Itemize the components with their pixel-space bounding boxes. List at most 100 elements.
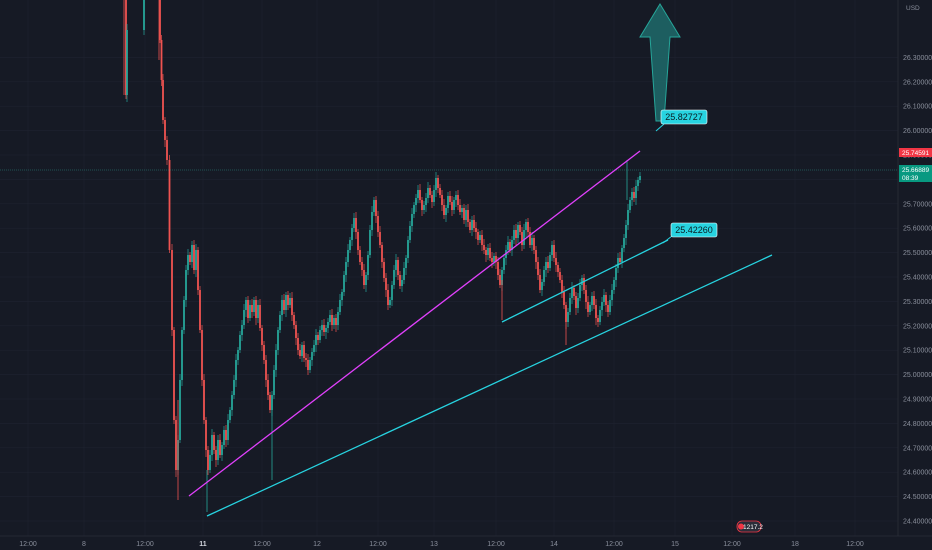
candle-body bbox=[639, 176, 641, 180]
candle-body bbox=[211, 435, 213, 455]
candle-body bbox=[375, 200, 377, 216]
candle-body bbox=[297, 338, 299, 350]
up-arrow-icon[interactable] bbox=[639, 3, 681, 122]
candle-body bbox=[583, 278, 585, 290]
candle-body bbox=[315, 335, 317, 345]
candle-body bbox=[351, 228, 353, 240]
candle-body bbox=[497, 262, 499, 275]
candle-body bbox=[485, 250, 487, 255]
candle-body bbox=[341, 292, 343, 300]
candle-body bbox=[193, 245, 195, 270]
x-tick-label: 18 bbox=[791, 541, 799, 548]
candle-body bbox=[399, 275, 401, 286]
candle-body bbox=[513, 230, 515, 240]
candle-body bbox=[183, 300, 185, 330]
candle-body bbox=[611, 290, 613, 300]
candle-body bbox=[321, 325, 323, 330]
candle-body bbox=[229, 410, 231, 420]
candle-body bbox=[421, 200, 423, 210]
candle-body bbox=[457, 195, 459, 205]
candle-body bbox=[445, 208, 447, 215]
candle-body bbox=[459, 205, 461, 212]
candle-body bbox=[413, 205, 415, 214]
candle-body bbox=[247, 300, 249, 318]
candle-body bbox=[377, 216, 379, 232]
price-label-box bbox=[899, 148, 932, 157]
y-tick-label: 24.80000 bbox=[903, 421, 932, 428]
candle-body bbox=[507, 242, 509, 250]
candle-body bbox=[279, 315, 281, 330]
y-tick-label: 24.70000 bbox=[903, 445, 932, 452]
candle-body bbox=[263, 345, 265, 360]
time-axis[interactable]: 12:00 8 12:00 11 12:00 12 12:00 13 12:00 14 12:00 1… bbox=[0, 535, 932, 550]
inner-trend-line[interactable] bbox=[501, 239, 669, 323]
x-tick-label: 14 bbox=[550, 541, 558, 548]
candle-body bbox=[191, 245, 193, 262]
lower-trend-line[interactable] bbox=[206, 254, 773, 517]
candle-body bbox=[443, 205, 445, 215]
candle-body bbox=[539, 275, 541, 290]
price-label: 25.74591 bbox=[902, 150, 929, 157]
candle-body bbox=[285, 295, 287, 310]
candle-body bbox=[231, 395, 233, 410]
candle-body bbox=[417, 190, 419, 198]
candle-body bbox=[199, 290, 201, 330]
candle-body bbox=[217, 440, 219, 460]
annotation-callout-1[interactable]: 25.82727 bbox=[655, 109, 708, 132]
candle-body bbox=[587, 302, 589, 312]
candle-body bbox=[241, 325, 243, 335]
candle-body bbox=[519, 225, 521, 232]
candle-body bbox=[483, 245, 485, 250]
candle-body bbox=[307, 360, 309, 370]
candle-body bbox=[395, 260, 397, 270]
candle-body bbox=[265, 360, 267, 380]
candle-body bbox=[371, 212, 373, 230]
price-label: 08:39 bbox=[902, 175, 919, 182]
candle-body bbox=[159, 0, 161, 40]
y-tick-label: 24.60000 bbox=[903, 470, 932, 477]
candle-body bbox=[311, 352, 313, 360]
candle-body bbox=[253, 300, 255, 312]
candle-body bbox=[309, 360, 311, 370]
price-label-box bbox=[899, 165, 932, 174]
y-tick-label: 25.30000 bbox=[903, 299, 932, 306]
candle-body bbox=[635, 186, 637, 198]
candle-body bbox=[597, 318, 599, 322]
candle-body bbox=[479, 235, 481, 240]
candle-body bbox=[125, 40, 127, 95]
annotation-callout-2[interactable]: 25.42260 bbox=[662, 222, 718, 244]
candle-body bbox=[555, 258, 557, 265]
candle-body bbox=[209, 455, 211, 470]
candle-body bbox=[563, 292, 565, 305]
candle-body bbox=[389, 300, 391, 305]
candle-body bbox=[325, 328, 327, 332]
candle-body bbox=[281, 300, 283, 315]
event-badge[interactable]: 1217.2 bbox=[736, 520, 763, 533]
x-tick-label: 13 bbox=[430, 541, 438, 548]
candle-body bbox=[323, 325, 325, 332]
candle-body bbox=[343, 275, 345, 292]
y-tick-label: 26.30000 bbox=[903, 55, 932, 62]
candle-body bbox=[189, 255, 191, 262]
candle-body bbox=[547, 262, 549, 268]
candle-body bbox=[291, 298, 293, 315]
candle-body bbox=[503, 258, 505, 270]
candle-body bbox=[271, 395, 273, 410]
candle-body bbox=[269, 395, 271, 410]
candle-body bbox=[329, 315, 331, 322]
candle-body bbox=[637, 180, 639, 186]
candle-body bbox=[515, 230, 517, 238]
magenta-channel-line[interactable] bbox=[188, 150, 641, 497]
candle-body bbox=[581, 278, 583, 285]
candle-body bbox=[223, 430, 225, 445]
candle-body bbox=[345, 262, 347, 275]
candle-body bbox=[213, 435, 215, 450]
candle-body bbox=[227, 420, 229, 440]
candle-body bbox=[361, 262, 363, 270]
price-axis[interactable]: USD 24.40000 24.50000 24.60000 24.70000 24.8… bbox=[897, 0, 932, 550]
candle-body bbox=[251, 305, 253, 312]
y-tick-label: 26.00000 bbox=[903, 128, 932, 135]
annotation-label-2: 25.42260 bbox=[675, 225, 713, 235]
candle-body bbox=[261, 328, 263, 345]
